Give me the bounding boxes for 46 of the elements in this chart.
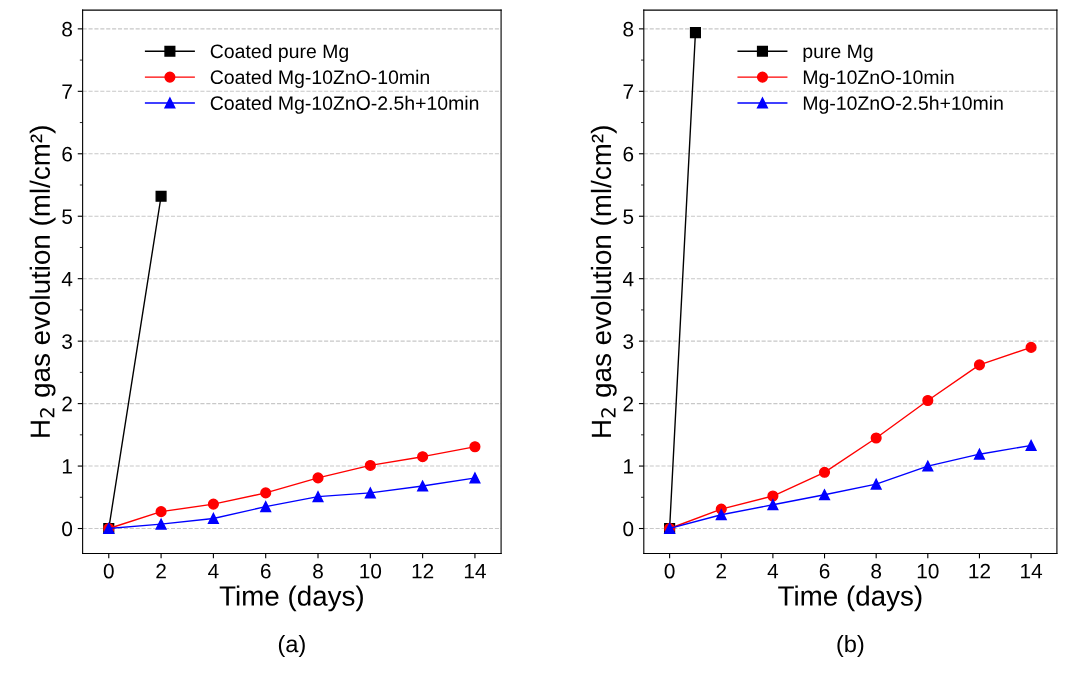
y-tick-label: 7 bbox=[62, 84, 72, 99]
x-axis-title: Time (days) bbox=[778, 585, 922, 612]
legend-label: Mg-10ZnO-10min bbox=[803, 69, 954, 88]
y-tick-label: 8 bbox=[62, 21, 72, 37]
y-tick-label: 7 bbox=[623, 84, 634, 99]
x-tick-label: 0 bbox=[664, 563, 675, 579]
legend-label: Coated Mg-10ZnO-10min bbox=[210, 69, 429, 88]
y-tick-label: 4 bbox=[622, 271, 634, 287]
y-tick-label: 1 bbox=[624, 459, 634, 474]
x-tick-label: 4 bbox=[767, 563, 779, 579]
x-tick-label: 0 bbox=[103, 563, 114, 579]
y-tick-label: 6 bbox=[623, 146, 634, 162]
y-tick-label: 5 bbox=[62, 209, 73, 224]
x-axis-title: Time (days) bbox=[219, 585, 363, 612]
text: (a) bbox=[278, 635, 305, 658]
y-tick-label: 2 bbox=[623, 396, 634, 412]
y-tick-label: 4 bbox=[61, 271, 73, 287]
y-tick-label: 5 bbox=[623, 209, 634, 224]
y-tick-label: 0 bbox=[62, 521, 73, 537]
legend-label: pure Mg bbox=[803, 44, 873, 63]
x-tick-label: 10 bbox=[360, 563, 382, 579]
legend-label: Coated pure Mg bbox=[210, 43, 348, 63]
x-tick-label: 12 bbox=[969, 563, 990, 579]
x-tick-label: 4 bbox=[208, 563, 219, 579]
y-axis-title: H$_{2}$ gas evolution (ml/cm²) bbox=[29, 126, 56, 437]
legend-label: Mg-10ZnO-2.5h+10min bbox=[803, 95, 1003, 114]
text: (b) bbox=[837, 635, 864, 658]
y-tick-label: 2 bbox=[62, 396, 72, 412]
legend-label: Coated Mg-10ZnO-2.5h+10min bbox=[210, 95, 479, 114]
x-tick-label: 10 bbox=[917, 563, 939, 579]
x-tick-label: 2 bbox=[156, 563, 166, 579]
x-tick-label: 6 bbox=[819, 563, 830, 579]
y-tick-label: 8 bbox=[623, 21, 634, 37]
y-axis-title: H$_{2}$ gas evolution (ml/cm²) bbox=[590, 126, 617, 437]
y-tick-label: 3 bbox=[623, 334, 634, 349]
y-tick-label: 0 bbox=[623, 521, 634, 537]
x-tick-label: 2 bbox=[716, 563, 726, 579]
y-tick-label: 1 bbox=[62, 459, 72, 474]
x-tick-label: 8 bbox=[313, 563, 323, 579]
y-tick-label: 6 bbox=[62, 146, 72, 162]
x-tick-label: 6 bbox=[260, 563, 271, 579]
x-tick-label: 8 bbox=[871, 563, 882, 579]
x-tick-label: 12 bbox=[412, 563, 434, 579]
y-tick-label: 3 bbox=[62, 334, 72, 349]
x-tick-label: 14 bbox=[1021, 563, 1043, 579]
x-tick-label: 14 bbox=[464, 563, 486, 579]
